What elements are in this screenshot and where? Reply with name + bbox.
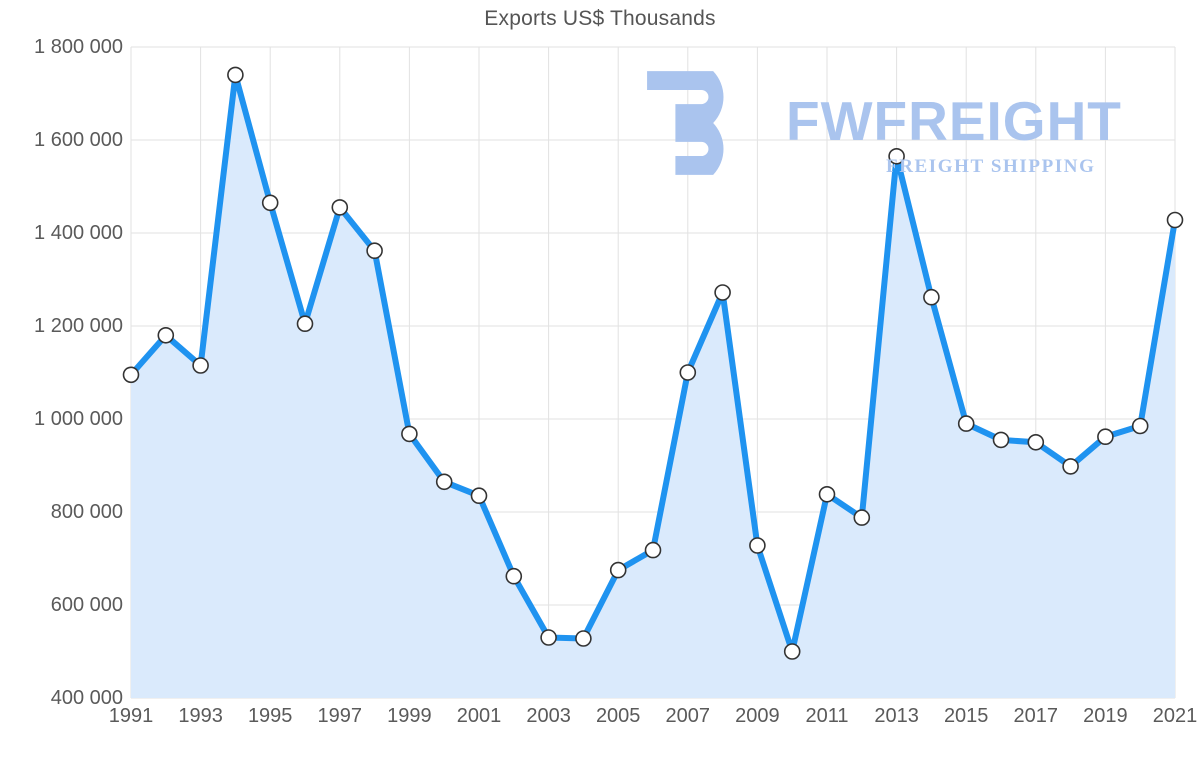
data-point-marker[interactable]: 2006: 718000	[644, 541, 662, 559]
data-point-marker[interactable]: 2013: 1565000	[888, 148, 905, 165]
data-point-marker[interactable]: 1994: 1740000	[227, 66, 244, 84]
y-axis-tick-label: 600 000	[50, 594, 123, 616]
data-point-marker[interactable]: 2019: 962000	[1097, 428, 1114, 446]
y-axis-tick-label: 1 800 000	[34, 36, 123, 58]
data-point-marker[interactable]: 2002: 662000	[505, 567, 523, 585]
x-axis-tick-label: 1999	[387, 705, 432, 727]
data-point-marker[interactable]: 1998: 1362000	[366, 242, 383, 259]
x-axis-tick-label: 1991	[108, 705, 154, 727]
x-axis-tick-label: 1995	[247, 705, 293, 727]
x-axis-tick-label: 1997	[317, 705, 363, 727]
area-fill	[131, 74, 1175, 698]
y-axis-tick-label: 400 000	[50, 687, 123, 709]
data-point-marker[interactable]: 1991: 1095000	[122, 366, 140, 384]
x-axis-tick-label: 2019	[1083, 705, 1128, 727]
x-axis-tick-label: 2015	[943, 705, 989, 727]
x-axis-tick-label: 2001	[456, 705, 502, 727]
data-point-marker[interactable]: 2012: 788000	[853, 509, 871, 526]
data-point-marker[interactable]: 1993: 1115000	[192, 357, 209, 374]
data-point-marker[interactable]: 2011: 838000	[818, 485, 836, 503]
data-point-marker[interactable]: 2001: 835000	[470, 487, 488, 505]
data-point-marker[interactable]: 2014: 1262000	[923, 288, 940, 306]
data-point-marker[interactable]: 2016: 955000	[992, 431, 1010, 449]
y-axis-tick-label: 800 000	[50, 501, 123, 523]
data-point-marker[interactable]: 1992: 1180000	[157, 326, 175, 344]
x-axis-tick-label: 2003	[526, 705, 571, 727]
data-point-marker[interactable]: 1999: 968000	[401, 425, 418, 443]
data-point-marker[interactable]: 1995: 1465000	[261, 194, 279, 212]
data-point-marker[interactable]: 2007: 1100000	[679, 364, 697, 381]
data-point-marker[interactable]: 2009: 728000	[749, 537, 766, 554]
x-axis-tick-label: 2009	[735, 705, 780, 727]
data-point-marker[interactable]: 2017: 950000	[1027, 433, 1045, 451]
x-axis-tick-label: 2005	[595, 705, 641, 727]
x-axis-tick-label: 1993	[178, 705, 223, 727]
x-axis-tick-label: 2013	[874, 705, 919, 727]
data-point-marker[interactable]: 2003: 530000	[540, 629, 557, 646]
data-point-marker[interactable]: 1996: 1205000	[296, 315, 314, 333]
data-point-marker[interactable]: 2015: 990000	[957, 415, 975, 432]
data-point-marker[interactable]: 2020: 985000	[1131, 417, 1149, 435]
x-axis-tick-label: 2021	[1152, 705, 1198, 727]
data-point-marker[interactable]: 2010: 500000	[783, 643, 801, 660]
y-axis-tick-label: 1 200 000	[34, 315, 123, 337]
x-axis-tick-label: 2011	[805, 705, 849, 727]
data-point-marker[interactable]: 2004: 528000	[575, 630, 592, 647]
chart-title: Exports US$ Thousands	[484, 7, 716, 30]
y-axis-tick-label: 1 000 000	[34, 408, 123, 430]
data-point-marker[interactable]: 2005: 675000	[609, 561, 627, 579]
x-axis-tick-label: 2017	[1013, 705, 1059, 727]
x-axis-tick-label: 2007	[665, 705, 711, 727]
data-point-marker[interactable]: 2021: 1428000	[1166, 211, 1184, 229]
y-axis-tick-label: 1 400 000	[34, 222, 123, 244]
y-axis-tick-label: 1 600 000	[34, 129, 123, 151]
data-point-marker[interactable]: 2008: 1272000	[714, 284, 731, 301]
data-point-marker[interactable]: 2018: 898000	[1062, 458, 1079, 475]
data-point-marker[interactable]: 1997: 1455000	[331, 199, 349, 216]
data-point-markers[interactable]: 1991: 1095000 1992: 1180000 1993: 1115000 1…	[122, 66, 1184, 660]
